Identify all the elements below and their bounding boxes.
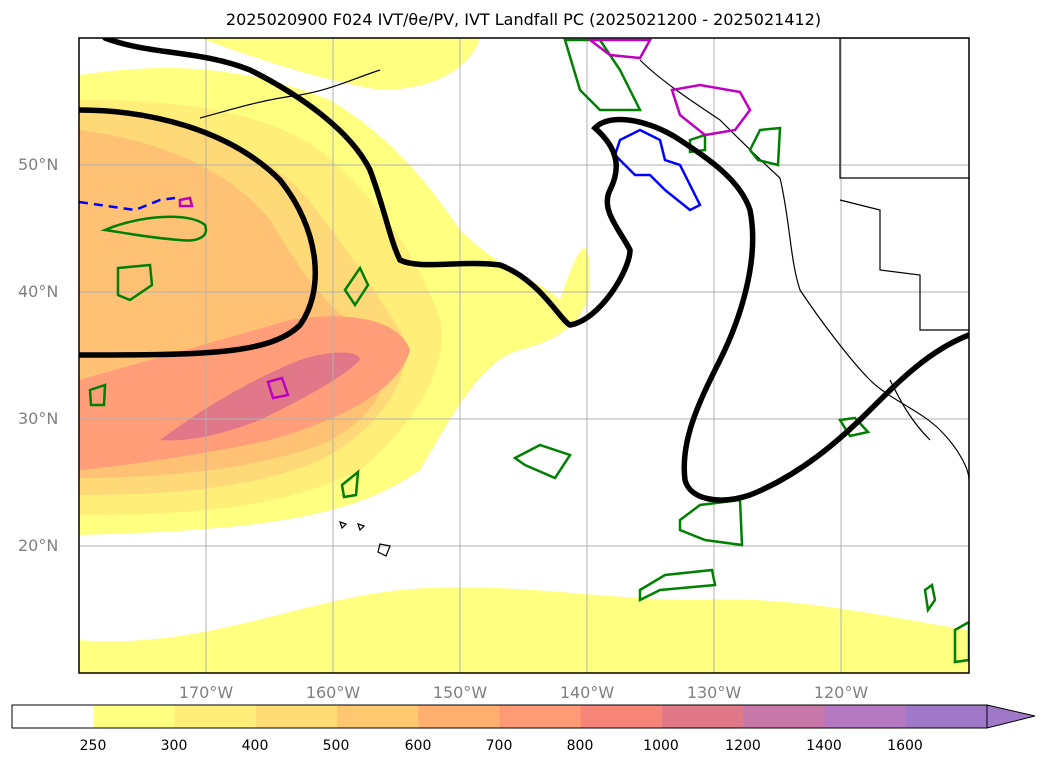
colorbar-tick-label: 1200 (725, 738, 761, 754)
magenta-contours (178, 38, 752, 400)
lon-label-160w: 160°W (305, 683, 361, 702)
map-frame (78, 37, 970, 674)
colorbar-tick-label: 300 (160, 738, 188, 754)
colorbar-swatch (337, 705, 419, 728)
colorbar-swatch (12, 705, 94, 728)
lon-label-130w: 130°W (686, 683, 742, 702)
colorbar-tick-label: 800 (566, 738, 594, 754)
ivt-shading (79, 38, 969, 673)
black-contours (79, 38, 969, 503)
colorbar-swatch (499, 705, 582, 728)
colorbar-swatch (580, 705, 663, 728)
ivt-250c (79, 587, 969, 673)
colorbar-tick-label: 1600 (887, 738, 923, 754)
colorbar-tick-label: 700 (485, 738, 513, 754)
colorbar-swatch (824, 705, 907, 728)
colorbar-tick-label: 400 (241, 738, 269, 754)
lat-label-20: 20°N (18, 536, 59, 555)
colorbar-swatch (743, 705, 826, 728)
colorbar-tick-label: 1000 (643, 738, 679, 754)
colorbar-tick-label: 250 (79, 738, 107, 754)
lon-label-170w: 170°W (178, 683, 234, 702)
figure-title: 2025020900 F024 IVT/θe/PV, IVT Landfall … (225, 10, 822, 29)
lon-label-150w: 150°W (432, 683, 488, 702)
colorbar (11, 704, 1036, 729)
colorbar-tick-label: 600 (404, 738, 432, 754)
lat-label-50: 50°N (18, 155, 59, 174)
colorbar-swatch (93, 705, 176, 728)
colorbar-swatch (662, 705, 744, 728)
colorbar-swatch (174, 705, 257, 728)
lon-label-120w: 120°W (813, 683, 869, 702)
colorbar-tick-label: 1400 (806, 738, 842, 754)
lat-label-40: 40°N (18, 282, 59, 301)
lon-label-140w: 140°W (559, 683, 615, 702)
ivt-1000 (160, 352, 360, 441)
colorbar-swatch (905, 705, 988, 728)
blue-contours (79, 128, 702, 212)
gridlines (79, 38, 969, 673)
colorbar-swatch (418, 705, 501, 728)
green-contours (88, 38, 969, 664)
lat-label-30: 30°N (18, 409, 59, 428)
colorbar-tick-label: 500 (322, 738, 350, 754)
ivt-250b (200, 38, 480, 90)
colorbar-swatch (255, 705, 338, 728)
